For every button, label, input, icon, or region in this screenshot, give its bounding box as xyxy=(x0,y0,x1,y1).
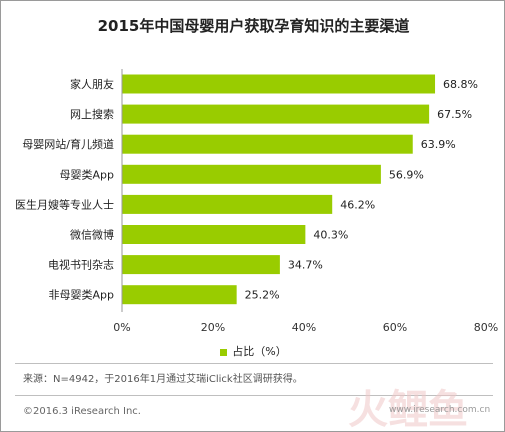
value-label: 40.3% xyxy=(313,229,348,242)
category-label: 母婴类App xyxy=(60,167,115,181)
x-tick-label: 60% xyxy=(383,321,407,334)
value-label: 63.9% xyxy=(421,138,456,151)
source-note: 来源：N=4942，于2016年1月通过艾瑞iClick社区调研获得。 xyxy=(23,374,303,385)
bar xyxy=(122,194,333,214)
bar xyxy=(122,74,436,94)
category-label: 网上搜索 xyxy=(70,107,114,121)
chart-title: 2015年中国母婴用户获取孕育知识的主要渠道 xyxy=(97,17,410,35)
legend: 占比（%） xyxy=(1,343,505,359)
value-label: 56.9% xyxy=(389,168,424,181)
x-tick-label: 0% xyxy=(113,321,130,334)
bar-chart: 家人朋友 68.8% 网上搜索 67.5% 母婴网站/育儿频道 63.9% 母婴类App 56… xyxy=(15,69,498,334)
value-label: 46.2% xyxy=(340,198,375,211)
bar xyxy=(122,104,430,124)
value-label: 67.5% xyxy=(437,108,472,121)
copyright: ©2016.3 iResearch Inc. xyxy=(23,406,141,417)
legend-label: 占比（%） xyxy=(232,345,287,358)
category-label: 电视书刊杂志 xyxy=(48,258,114,272)
bar xyxy=(122,285,237,305)
category-label: 非母婴类App xyxy=(49,288,115,302)
bar xyxy=(122,255,280,275)
x-tick-label: 20% xyxy=(201,321,225,334)
watermark-url: www.iresearch.com.cn xyxy=(389,405,491,415)
value-label: 25.2% xyxy=(245,289,280,302)
watermark-logo-text: 火鲤鱼 xyxy=(348,387,468,431)
legend-swatch xyxy=(220,348,228,356)
value-label: 68.8% xyxy=(443,78,478,91)
bar xyxy=(122,164,381,184)
category-label: 家人朋友 xyxy=(70,77,114,91)
category-label: 母婴网站/育儿频道 xyxy=(22,137,114,151)
category-label: 微信微博 xyxy=(70,228,114,242)
bar xyxy=(122,225,306,244)
category-label: 医生月嫂等专业人士 xyxy=(15,197,114,211)
divider-top xyxy=(15,363,493,364)
x-tick-label: 40% xyxy=(292,321,316,334)
divider-bottom xyxy=(15,395,493,396)
watermark-logo: 火鲤鱼 xyxy=(348,387,468,431)
value-label: 34.7% xyxy=(288,259,323,272)
x-tick-label: 80% xyxy=(474,321,498,334)
bar xyxy=(122,134,413,154)
